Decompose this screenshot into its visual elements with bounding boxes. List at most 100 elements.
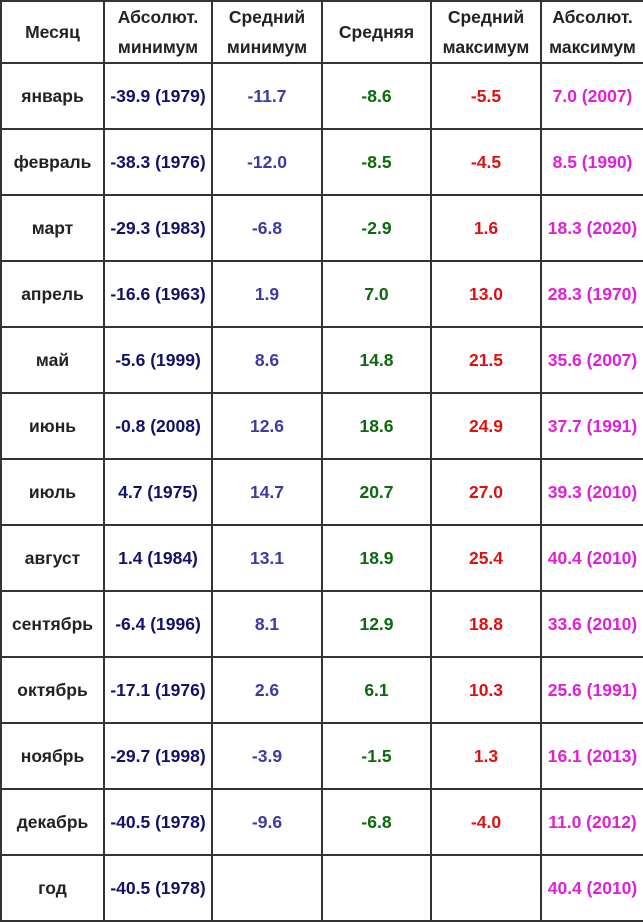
table-body: январь -39.9 (1979) -11.7 -8.6 -5.5 7.0 (2007… — [0, 62, 643, 922]
value-cell: -1.5 — [321, 722, 432, 790]
month-cell: октябрь — [0, 656, 105, 724]
value-cell: -6.4 (1996) — [103, 590, 213, 658]
value-cell: 7.0 (2007) — [540, 62, 643, 130]
value-cell: 1.9 — [211, 260, 323, 328]
value-cell: 18.6 — [321, 392, 432, 460]
value-cell: -4.5 — [430, 128, 542, 196]
month-cell: декабрь — [0, 788, 105, 856]
month-cell: сентябрь — [0, 590, 105, 658]
header-cell: Абсолют. минимум — [103, 0, 213, 64]
month-cell: ноябрь — [0, 722, 105, 790]
value-cell: 8.1 — [211, 590, 323, 658]
value-cell: -6.8 — [321, 788, 432, 856]
value-cell: -5.5 — [430, 62, 542, 130]
value-cell — [321, 854, 432, 922]
value-cell: 4.7 (1975) — [103, 458, 213, 526]
value-cell: 1.6 — [430, 194, 542, 262]
value-cell: -40.5 (1978) — [103, 854, 213, 922]
table-row: апрель -16.6 (1963) 1.9 7.0 13.0 28.3 (1970) — [0, 260, 643, 328]
value-cell: -40.5 (1978) — [103, 788, 213, 856]
value-cell: -38.3 (1976) — [103, 128, 213, 196]
value-cell: 33.6 (2010) — [540, 590, 643, 658]
value-cell: 21.5 — [430, 326, 542, 394]
value-cell: -8.5 — [321, 128, 432, 196]
month-cell: апрель — [0, 260, 105, 328]
month-cell: март — [0, 194, 105, 262]
value-cell: 24.9 — [430, 392, 542, 460]
value-cell: -8.6 — [321, 62, 432, 130]
value-cell: 7.0 — [321, 260, 432, 328]
value-cell: 8.6 — [211, 326, 323, 394]
month-cell: февраль — [0, 128, 105, 196]
header-cell: Средний максимум — [430, 0, 542, 64]
value-cell: 40.4 (2010) — [540, 524, 643, 592]
month-cell: август — [0, 524, 105, 592]
value-cell: 27.0 — [430, 458, 542, 526]
header-cell: Средний минимум — [211, 0, 323, 64]
value-cell: -6.8 — [211, 194, 323, 262]
month-cell: май — [0, 326, 105, 394]
value-cell: 18.9 — [321, 524, 432, 592]
table-row: июнь -0.8 (2008) 12.6 18.6 24.9 37.7 (1991) — [0, 392, 643, 460]
value-cell: -39.9 (1979) — [103, 62, 213, 130]
value-cell: 18.3 (2020) — [540, 194, 643, 262]
value-cell: -11.7 — [211, 62, 323, 130]
value-cell: 37.7 (1991) — [540, 392, 643, 460]
value-cell: -29.3 (1983) — [103, 194, 213, 262]
table-row: январь -39.9 (1979) -11.7 -8.6 -5.5 7.0 (2007… — [0, 62, 643, 130]
table-row: октябрь -17.1 (1976) 2.6 6.1 10.3 25.6 (1991) — [0, 656, 643, 724]
month-cell: январь — [0, 62, 105, 130]
month-cell: год — [0, 854, 105, 922]
value-cell: -3.9 — [211, 722, 323, 790]
value-cell: -9.6 — [211, 788, 323, 856]
value-cell: 28.3 (1970) — [540, 260, 643, 328]
value-cell: 8.5 (1990) — [540, 128, 643, 196]
value-cell: 20.7 — [321, 458, 432, 526]
header-cell: Месяц — [0, 0, 105, 64]
value-cell: 11.0 (2012) — [540, 788, 643, 856]
value-cell: -29.7 (1998) — [103, 722, 213, 790]
table-row: май -5.6 (1999) 8.6 14.8 21.5 35.6 (2007) — [0, 326, 643, 394]
value-cell: 13.1 — [211, 524, 323, 592]
value-cell: -4.0 — [430, 788, 542, 856]
table-row: март -29.3 (1983) -6.8 -2.9 1.6 18.3 (2020) — [0, 194, 643, 262]
value-cell: 13.0 — [430, 260, 542, 328]
value-cell: 14.7 — [211, 458, 323, 526]
value-cell: 18.8 — [430, 590, 542, 658]
value-cell: -0.8 (2008) — [103, 392, 213, 460]
value-cell: 25.4 — [430, 524, 542, 592]
table-row: июль 4.7 (1975) 14.7 20.7 27.0 39.3 (2010) — [0, 458, 643, 526]
table-row: август 1.4 (1984) 13.1 18.9 25.4 40.4 (2010) — [0, 524, 643, 592]
value-cell — [211, 854, 323, 922]
value-cell: 25.6 (1991) — [540, 656, 643, 724]
header-cell: Средняя — [321, 0, 432, 64]
value-cell: 1.3 — [430, 722, 542, 790]
table-row: сентябрь -6.4 (1996) 8.1 12.9 18.8 33.6 (2010… — [0, 590, 643, 658]
value-cell: 12.9 — [321, 590, 432, 658]
value-cell: 10.3 — [430, 656, 542, 724]
value-cell: 12.6 — [211, 392, 323, 460]
value-cell: 35.6 (2007) — [540, 326, 643, 394]
header-row: Месяц Абсолют. минимум Средний минимум Сред… — [0, 0, 643, 64]
value-cell: 39.3 (2010) — [540, 458, 643, 526]
value-cell: -12.0 — [211, 128, 323, 196]
month-cell: июль — [0, 458, 105, 526]
value-cell: -17.1 (1976) — [103, 656, 213, 724]
table-row: февраль -38.3 (1976) -12.0 -8.5 -4.5 8.5 (199… — [0, 128, 643, 196]
value-cell: -5.6 (1999) — [103, 326, 213, 394]
table-row: год -40.5 (1978) 40.4 (2010) — [0, 854, 643, 922]
month-cell: июнь — [0, 392, 105, 460]
value-cell: -16.6 (1963) — [103, 260, 213, 328]
value-cell: 16.1 (2013) — [540, 722, 643, 790]
value-cell: -2.9 — [321, 194, 432, 262]
value-cell: 1.4 (1984) — [103, 524, 213, 592]
value-cell: 6.1 — [321, 656, 432, 724]
value-cell: 40.4 (2010) — [540, 854, 643, 922]
table-row: ноябрь -29.7 (1998) -3.9 -1.5 1.3 16.1 (2013) — [0, 722, 643, 790]
value-cell — [430, 854, 542, 922]
value-cell: 2.6 — [211, 656, 323, 724]
table-row: декабрь -40.5 (1978) -9.6 -6.8 -4.0 11.0 (201… — [0, 788, 643, 856]
header-cell: Абсолют. максимум — [540, 0, 643, 64]
